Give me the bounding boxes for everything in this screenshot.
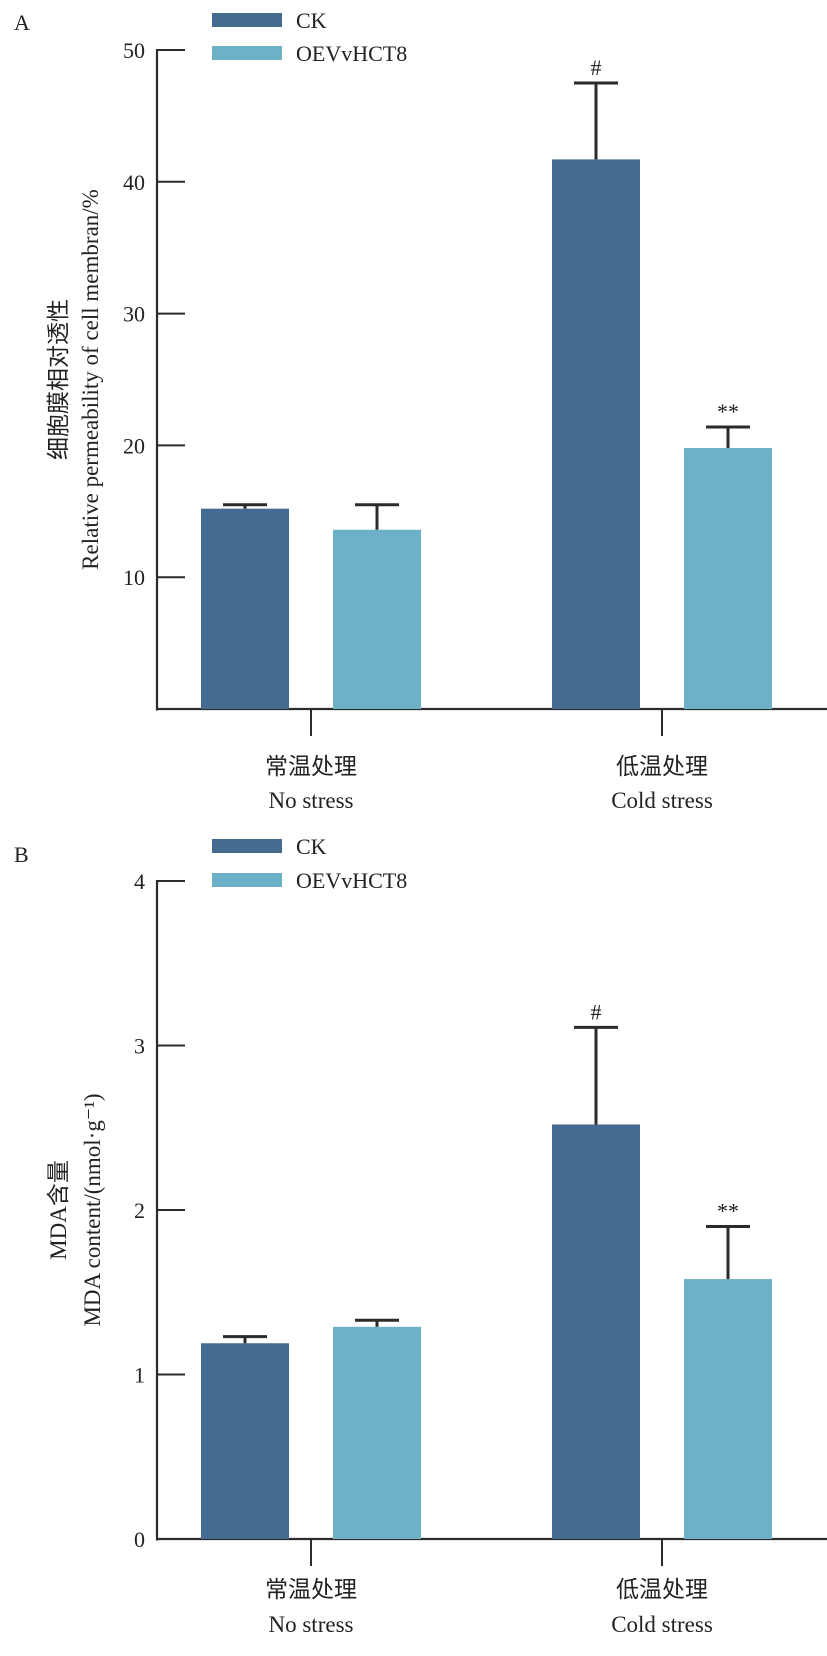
panel-b-label: B [14, 842, 29, 867]
panel-a-significance-mark: ** [717, 399, 739, 424]
panel-b-bar-oevvhct8 [333, 1326, 421, 1539]
panel-b-x-tick-label: Cold stress [611, 1612, 713, 1637]
panel-b-y-axis-label: MDA content/(nmol·g⁻¹) [80, 1093, 105, 1326]
panel-a-significance-mark: # [591, 55, 602, 80]
panel-a-legend-label-oevvhct8: OEVvHCT8 [296, 41, 407, 66]
panel-b-legend-label-ck: CK [296, 834, 327, 859]
panel-b-y-tick-label: 4 [134, 869, 145, 894]
panel-b-significance-mark: ** [717, 1198, 739, 1223]
panel-a-label: A [14, 10, 30, 35]
panel-a-bar-ck [552, 159, 640, 710]
panel-b-y-tick-label: 3 [134, 1034, 145, 1059]
panel-a-x-tick-label: No stress [269, 788, 354, 813]
panel-b-legend-swatch-ck [212, 839, 282, 853]
panel-b-y-tick-label: 2 [134, 1198, 145, 1223]
panel-b-y-tick-label: 1 [134, 1363, 145, 1388]
panel-a-legend-swatch-oevvhct8 [212, 46, 282, 60]
panel-a-x-tick-label-cn: 低温处理 [616, 754, 708, 779]
panel-b-x-tick-label-cn: 常温处理 [265, 1577, 357, 1602]
panel-a-y-tick-label: 10 [123, 565, 145, 590]
panel-a-y-tick-label: 40 [123, 170, 145, 195]
panel-b-bar-ck [201, 1343, 289, 1539]
panel-a-y-axis-label: Relative permeability of cell membran/% [78, 189, 103, 570]
panel-b-bar-ck [552, 1124, 640, 1539]
panel-a-x-tick-label-cn: 常温处理 [265, 754, 357, 779]
panel-b-x-tick-label-cn: 低温处理 [616, 1577, 708, 1602]
panel-a-y-tick-label: 20 [123, 433, 145, 458]
panel-b-legend-label-oevvhct8: OEVvHCT8 [296, 868, 407, 893]
panel-a-x-tick-label: Cold stress [611, 788, 713, 813]
panel-a-bar-oevvhct8 [684, 448, 772, 709]
panel-a-legend-swatch-ck [212, 13, 282, 27]
panel-b-y-tick-label: 0 [134, 1527, 145, 1552]
panel-b-bar-oevvhct8 [684, 1279, 772, 1539]
panel-b-y-axis-label-cn: MDA含量 [46, 1160, 71, 1260]
panel-a-y-tick-label: 30 [123, 302, 145, 327]
panel-a-bar-oevvhct8 [333, 529, 421, 709]
panel-b-legend-swatch-oevvhct8 [212, 873, 282, 887]
panel-b-x-tick-label: No stress [269, 1612, 354, 1637]
panel-a-bar-ck [201, 508, 289, 709]
panel-a-legend-label-ck: CK [296, 8, 327, 33]
panel-b-significance-mark: # [591, 999, 602, 1024]
panel-a-y-axis-label-cn: 细胞膜相对透性 [46, 299, 71, 460]
panel-a-y-tick-label: 50 [123, 38, 145, 63]
